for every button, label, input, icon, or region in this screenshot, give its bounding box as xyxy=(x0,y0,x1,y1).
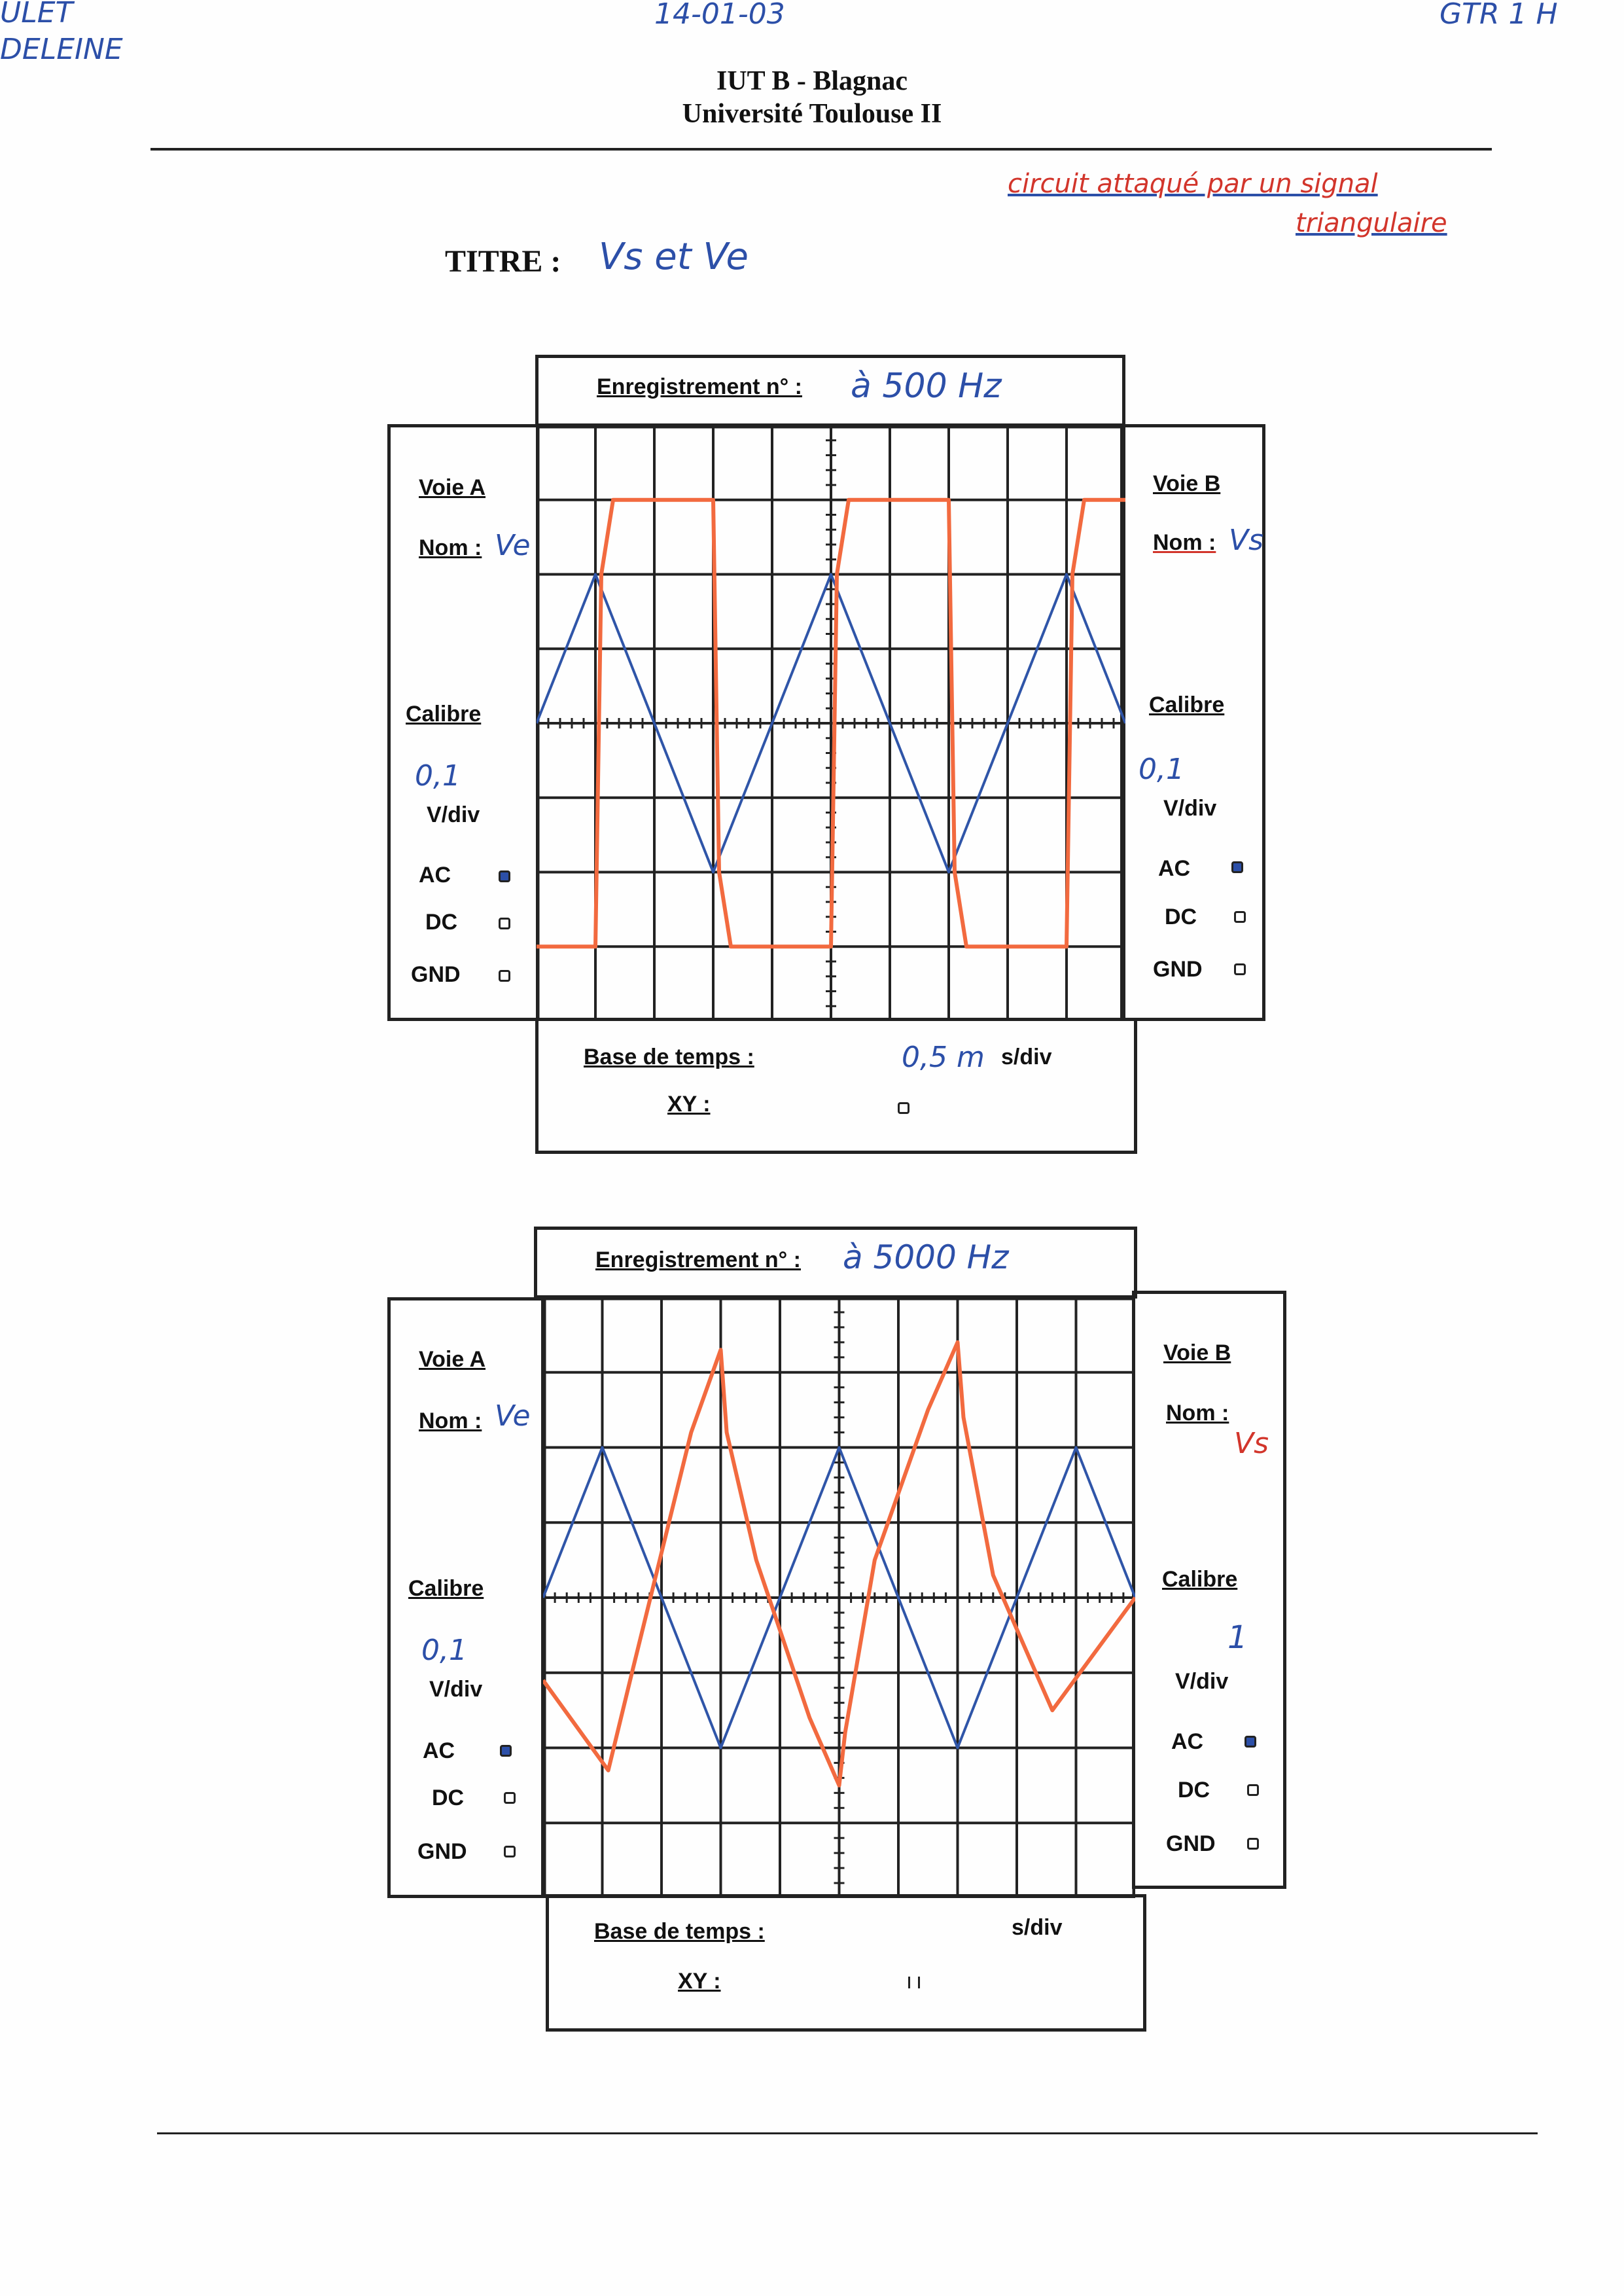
voie-a-nom-label-2: Nom : xyxy=(419,1408,482,1433)
voie-a-dc-label-1: DC xyxy=(425,910,458,935)
trace-ve xyxy=(537,573,1125,874)
voie-b-nom-value-2: Vs xyxy=(1234,1427,1269,1460)
voie-a-gnd-label-2: GND xyxy=(417,1839,467,1864)
voie-b-title-1: Voie B xyxy=(1153,471,1221,496)
xy-checkbox-2[interactable] xyxy=(908,1977,920,1988)
titre-label: TITRE : xyxy=(445,244,561,279)
voie-a-dc-checkbox-1[interactable] xyxy=(499,918,510,929)
circuit-note-line2: triangulaire xyxy=(1296,208,1447,238)
oscilloscope-screen-1 xyxy=(537,425,1125,1021)
voie-b-ac-label-2: AC xyxy=(1171,1729,1204,1754)
xy-label-2: XY : xyxy=(678,1969,721,1994)
voie-b-nom-label-1: Nom : xyxy=(1153,530,1216,555)
base-temps-box-1 xyxy=(535,1018,1137,1154)
voie-a-ac-label-2: AC xyxy=(423,1738,455,1763)
enregistrement-value-1: à 500 Hz xyxy=(851,367,1002,406)
base-temps-box-2 xyxy=(546,1894,1146,2032)
voie-b-title-2: Voie B xyxy=(1163,1340,1231,1365)
voie-b-calibre-value-1: 0,1 xyxy=(1139,753,1184,786)
voie-a-nom-value-2: Ve xyxy=(495,1399,531,1433)
voie-a-calibre-value-2: 0,1 xyxy=(421,1634,467,1667)
voie-b-nom-label-2: Nom : xyxy=(1166,1401,1229,1426)
xy-label-1: XY : xyxy=(667,1092,711,1117)
voie-a-gnd-checkbox-2[interactable] xyxy=(504,1846,516,1857)
enregistrement-label-1: Enregistrement n° : xyxy=(597,374,802,399)
voie-b-unit-1: V/div xyxy=(1163,796,1217,821)
date: 14-01-03 xyxy=(654,0,785,31)
voie-b-box-1 xyxy=(1120,424,1265,1021)
voie-b-unit-2: V/div xyxy=(1175,1669,1229,1694)
base-temps-value-1: 0,5 m xyxy=(902,1041,985,1074)
voie-b-dc-checkbox-1[interactable] xyxy=(1234,911,1246,923)
header-divider xyxy=(150,148,1492,151)
voie-b-dc-label-2: DC xyxy=(1178,1778,1210,1803)
base-temps-unit-1: s/div xyxy=(1001,1045,1052,1069)
voie-b-calibre-label-1: Calibre xyxy=(1149,692,1225,717)
base-temps-unit-2: s/div xyxy=(1012,1915,1063,1940)
voie-b-gnd-label-1: GND xyxy=(1153,957,1203,982)
voie-a-unit-1: V/div xyxy=(427,802,480,827)
voie-a-calibre-label-1: Calibre xyxy=(406,702,482,726)
voie-a-ac-checkbox-2[interactable] xyxy=(500,1745,512,1757)
voie-a-dc-checkbox-2[interactable] xyxy=(504,1792,516,1804)
trace-vs xyxy=(543,1340,1135,1787)
voie-b-gnd-label-2: GND xyxy=(1166,1831,1216,1856)
footer-divider xyxy=(157,2132,1538,2134)
voie-a-ac-checkbox-1[interactable] xyxy=(499,870,510,882)
trace-ve xyxy=(543,1446,1135,1749)
voie-a-nom-label-1: Nom : xyxy=(419,535,482,560)
group-code: GTR 1 H xyxy=(1439,0,1558,31)
voie-b-calibre-value-2: 1 xyxy=(1227,1619,1248,1656)
oscilloscope-screen-2 xyxy=(543,1297,1135,1898)
voie-b-ac-label-1: AC xyxy=(1158,856,1191,881)
voie-a-unit-2: V/div xyxy=(429,1677,483,1702)
voie-a-calibre-value-1: 0,1 xyxy=(415,759,461,793)
enregistrement-label-2: Enregistrement n° : xyxy=(595,1247,801,1272)
trace-vs xyxy=(537,497,1125,949)
voie-a-title-1: Voie A xyxy=(419,475,486,500)
student-name-line2: DELEINE xyxy=(0,33,123,66)
voie-a-title-2: Voie A xyxy=(419,1347,486,1372)
voie-b-gnd-checkbox-2[interactable] xyxy=(1247,1838,1259,1850)
base-temps-label-1: Base de temps : xyxy=(584,1045,754,1069)
voie-a-calibre-label-2: Calibre xyxy=(408,1576,484,1601)
xy-checkbox-1[interactable] xyxy=(898,1102,909,1114)
circuit-note-line1: circuit attaqué par un signal xyxy=(1008,169,1378,199)
voie-a-gnd-label-1: GND xyxy=(411,962,461,987)
voie-b-gnd-checkbox-1[interactable] xyxy=(1234,963,1246,975)
voie-b-dc-checkbox-2[interactable] xyxy=(1247,1784,1259,1796)
base-temps-label-2: Base de temps : xyxy=(594,1919,765,1944)
titre-value: Vs et Ve xyxy=(599,236,749,278)
institution-line1: IUT B - Blagnac xyxy=(716,66,908,96)
voie-a-dc-label-2: DC xyxy=(432,1785,465,1810)
student-name-line1: ULET xyxy=(0,0,73,29)
voie-b-nom-value-1: Vs xyxy=(1229,524,1264,557)
voie-b-dc-label-1: DC xyxy=(1165,905,1197,929)
voie-b-calibre-label-2: Calibre xyxy=(1162,1567,1238,1592)
voie-b-ac-checkbox-2[interactable] xyxy=(1244,1736,1256,1748)
voie-a-nom-value-1: Ve xyxy=(495,529,531,562)
institution-line2: Université Toulouse II xyxy=(682,99,942,129)
enregistrement-value-2: à 5000 Hz xyxy=(843,1238,1009,1276)
voie-a-ac-label-1: AC xyxy=(419,863,451,888)
voie-a-gnd-checkbox-1[interactable] xyxy=(499,970,510,982)
voie-b-ac-checkbox-1[interactable] xyxy=(1231,861,1243,873)
